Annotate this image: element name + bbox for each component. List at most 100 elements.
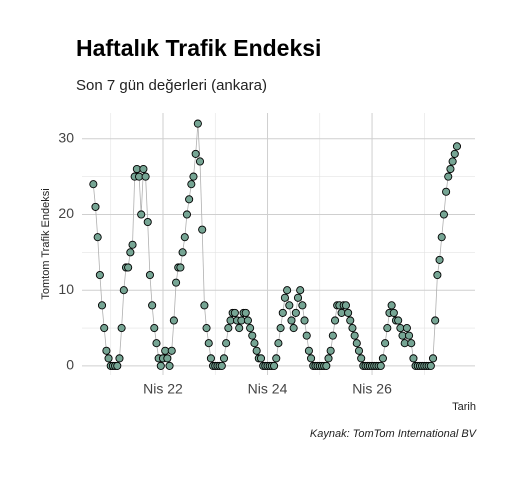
data-point xyxy=(394,316,403,325)
data-point xyxy=(202,324,211,333)
data-point xyxy=(128,240,137,249)
data-point xyxy=(191,149,200,158)
data-point xyxy=(444,172,453,181)
data-point xyxy=(300,316,309,325)
data-point xyxy=(283,286,292,295)
data-point xyxy=(100,324,109,333)
caption: Kaynak: TomTom International BV xyxy=(310,428,478,440)
data-point xyxy=(126,248,135,257)
data-point xyxy=(141,172,150,181)
data-point xyxy=(139,164,148,174)
data-point xyxy=(387,301,396,310)
data-point xyxy=(178,248,187,257)
x-tick-label: Nis 24 xyxy=(248,381,288,397)
data-point xyxy=(435,255,444,264)
data-point xyxy=(241,308,250,317)
data-point xyxy=(322,361,331,370)
data-point xyxy=(409,354,418,363)
data-point xyxy=(285,301,294,310)
data-point xyxy=(180,233,189,242)
data-point xyxy=(143,217,152,227)
data-point xyxy=(324,354,333,363)
data-point xyxy=(115,354,124,363)
data-point xyxy=(89,180,98,189)
data-point xyxy=(91,202,100,211)
data-point xyxy=(104,354,113,363)
data-point xyxy=(307,354,316,363)
chart-title: Haftalık Trafik Endeksi xyxy=(76,35,321,61)
y-axis-label: Tomtom Trafik Endeksi xyxy=(40,188,52,299)
data-point xyxy=(119,286,128,295)
data-point xyxy=(176,263,185,272)
data-point xyxy=(165,361,174,370)
data-point xyxy=(250,339,259,348)
data-point xyxy=(95,270,104,280)
data-point xyxy=(274,339,283,348)
data-point xyxy=(448,157,457,166)
data-point xyxy=(113,361,122,370)
data-point xyxy=(187,180,196,189)
data-point xyxy=(302,331,311,340)
data-point xyxy=(350,331,359,340)
data-point xyxy=(433,270,442,280)
data-point xyxy=(341,301,350,310)
data-point xyxy=(352,339,361,348)
data-point xyxy=(328,331,337,340)
data-point xyxy=(246,324,255,333)
data-point xyxy=(383,324,392,333)
data-point xyxy=(217,361,226,370)
data-point xyxy=(278,308,287,317)
data-point xyxy=(200,301,209,310)
data-point xyxy=(124,263,133,272)
data-point xyxy=(354,346,364,355)
data-point xyxy=(163,354,172,363)
data-point xyxy=(376,361,385,370)
data-point xyxy=(137,210,146,219)
chart-subtitle: Son 7 gün değerleri (ankara) xyxy=(76,77,267,94)
data-point xyxy=(148,301,157,310)
data-point xyxy=(437,233,446,242)
data-point xyxy=(442,187,451,196)
data-point xyxy=(452,142,462,151)
y-tick-label: 0 xyxy=(66,357,74,373)
x-tick-label: Nis 26 xyxy=(352,381,392,397)
x-axis-label: Tarih xyxy=(452,401,476,413)
y-tick-label: 10 xyxy=(58,281,74,297)
data-point xyxy=(293,293,303,302)
data-point xyxy=(252,346,261,355)
data-point xyxy=(152,339,161,348)
y-tick-label: 30 xyxy=(58,129,74,145)
data-point xyxy=(346,316,355,325)
data-point xyxy=(289,324,298,333)
marks xyxy=(89,119,462,370)
data-point xyxy=(404,331,414,340)
data-point xyxy=(102,346,111,355)
data-point xyxy=(357,354,366,363)
data-point xyxy=(450,149,459,158)
data-point xyxy=(276,324,285,333)
data-point xyxy=(431,316,440,325)
data-point xyxy=(206,354,215,363)
data-point xyxy=(272,354,281,363)
data-point xyxy=(204,339,213,348)
data-point xyxy=(298,301,307,310)
data-point xyxy=(291,308,300,317)
data-point xyxy=(185,195,194,204)
data-point xyxy=(287,316,296,325)
data-point xyxy=(389,308,398,317)
data-point xyxy=(243,316,252,325)
data-point xyxy=(145,270,154,280)
data-point xyxy=(402,324,411,333)
data-point xyxy=(219,354,229,363)
data-point xyxy=(296,286,305,295)
data-point xyxy=(172,278,181,287)
data-point xyxy=(230,308,239,317)
data-point xyxy=(93,233,102,242)
data-point xyxy=(270,361,279,370)
data-point xyxy=(198,225,207,234)
data-point xyxy=(167,346,176,355)
data-point xyxy=(348,324,357,333)
data-point xyxy=(248,331,257,340)
y-tick-label: 20 xyxy=(58,205,74,221)
